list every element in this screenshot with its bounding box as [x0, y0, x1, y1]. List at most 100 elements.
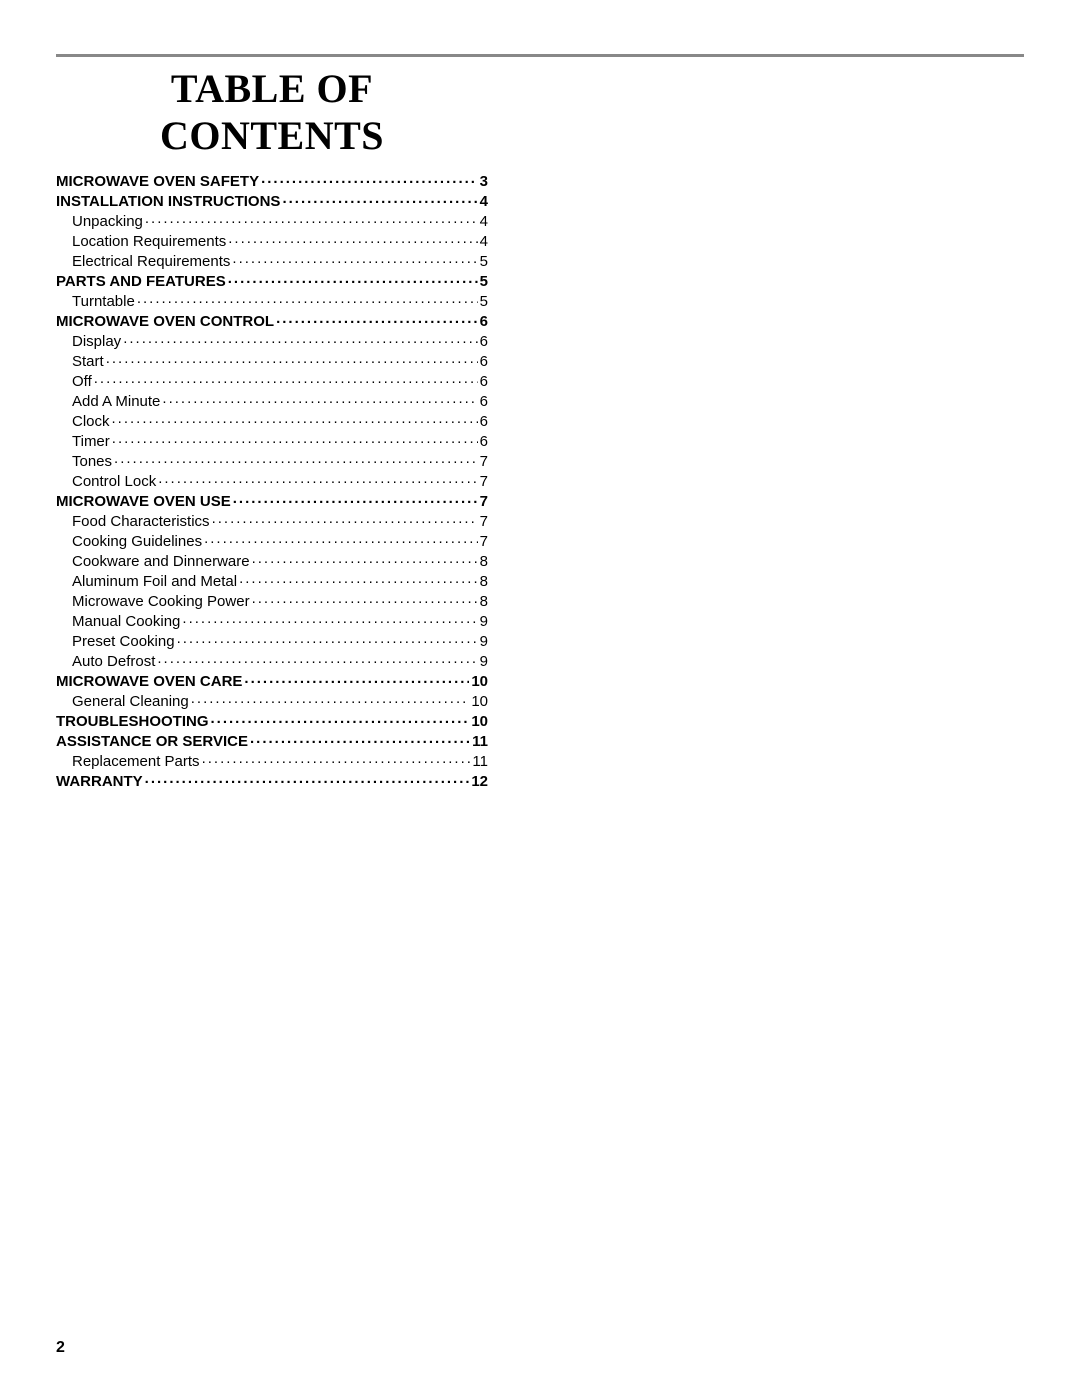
toc-entry-page: 4 [480, 194, 488, 209]
toc-leader [191, 691, 470, 706]
toc-leader [282, 191, 477, 206]
toc-leader [123, 331, 477, 346]
toc-entry-label: Replacement Parts [56, 754, 200, 769]
toc-entry: ASSISTANCE OR SERVICE11 [56, 731, 488, 749]
toc-entry-page: 5 [480, 254, 488, 269]
toc-leader [232, 251, 477, 266]
toc-leader [204, 531, 478, 546]
toc-entry: TROUBLESHOOTING 10 [56, 711, 488, 729]
toc-entry: MICROWAVE OVEN USE 7 [56, 491, 488, 509]
toc-leader [244, 671, 469, 686]
toc-entry-label: Clock [56, 414, 110, 429]
toc-leader [157, 651, 477, 666]
toc-leader [106, 351, 478, 366]
toc-entry-label: Cooking Guidelines [56, 534, 202, 549]
toc-leader [145, 211, 478, 226]
toc-leader [233, 491, 478, 506]
toc-entry-label: Location Requirements [56, 234, 226, 249]
toc-entry-page: 7 [480, 494, 488, 509]
toc-entry: Off 6 [56, 371, 488, 389]
toc-entry: MICROWAVE OVEN CONTROL6 [56, 311, 488, 329]
table-of-contents: MICROWAVE OVEN SAFETY 3 INSTALLATION INSTR… [56, 171, 488, 789]
toc-entry-page: 7 [480, 474, 488, 489]
toc-entry-label: Preset Cooking [56, 634, 175, 649]
toc-entry-page: 6 [480, 334, 488, 349]
toc-entry-label: TROUBLESHOOTING [56, 714, 209, 729]
toc-entry-label: Add A Minute [56, 394, 160, 409]
toc-entry-label: Cookware and Dinnerware [56, 554, 250, 569]
toc-entry: WARRANTY12 [56, 771, 488, 789]
toc-entry-label: Tones [56, 454, 112, 469]
toc-entry-page: 6 [480, 394, 488, 409]
toc-entry-page: 6 [480, 374, 488, 389]
toc-entry: Add A Minute 6 [56, 391, 488, 409]
toc-entry-page: 6 [480, 414, 488, 429]
toc-entry-page: 7 [480, 534, 488, 549]
toc-leader [182, 611, 477, 626]
toc-entry-label: Manual Cooking [56, 614, 180, 629]
toc-entry-label: Timer [56, 434, 110, 449]
toc-entry: INSTALLATION INSTRUCTIONS4 [56, 191, 488, 209]
toc-entry-page: 7 [480, 514, 488, 529]
toc-leader [252, 591, 478, 606]
toc-entry-page: 3 [480, 174, 488, 189]
toc-entry-page: 6 [480, 314, 488, 329]
toc-entry-page: 8 [480, 594, 488, 609]
toc-leader [228, 231, 477, 246]
toc-entry-label: Display [56, 334, 121, 349]
toc-entry-label: Aluminum Foil and Metal [56, 574, 237, 589]
toc-entry-page: 6 [480, 354, 488, 369]
toc-entry: MICROWAVE OVEN SAFETY 3 [56, 171, 488, 189]
toc-entry-label: Turntable [56, 294, 135, 309]
toc-entry: Display 6 [56, 331, 488, 349]
toc-entry-page: 10 [471, 714, 488, 729]
toc-entry-label: Auto Defrost [56, 654, 155, 669]
toc-leader [212, 511, 478, 526]
toc-leader [162, 391, 477, 406]
toc-entry-page: 10 [471, 694, 488, 709]
top-rule [56, 54, 1024, 57]
toc-entry: Manual Cooking9 [56, 611, 488, 629]
toc-entry: Auto Defrost9 [56, 651, 488, 669]
toc-entry-page: 6 [480, 434, 488, 449]
toc-entry-label: Unpacking [56, 214, 143, 229]
toc-entry-page: 5 [480, 274, 488, 289]
page-title: TABLE OF CONTENTS [56, 65, 488, 159]
toc-entry: Tones 7 [56, 451, 488, 469]
toc-entry: Control Lock7 [56, 471, 488, 489]
toc-entry-page: 11 [472, 754, 488, 769]
toc-entry-page: 7 [480, 454, 488, 469]
toc-entry-label: Electrical Requirements [56, 254, 230, 269]
toc-entry-label: Microwave Cooking Power [56, 594, 250, 609]
toc-leader [228, 271, 478, 286]
toc-entry: Cookware and Dinnerware 8 [56, 551, 488, 569]
toc-leader [137, 291, 478, 306]
toc-leader [202, 751, 471, 766]
toc-entry-label: MICROWAVE OVEN CARE [56, 674, 242, 689]
toc-entry-page: 9 [480, 634, 488, 649]
toc-entry: Clock 6 [56, 411, 488, 429]
toc-entry-label: MICROWAVE OVEN SAFETY [56, 174, 259, 189]
toc-entry-label: Off [56, 374, 92, 389]
toc-entry: Replacement Parts 11 [56, 751, 488, 769]
toc-entry-page: 8 [480, 554, 488, 569]
toc-entry-label: WARRANTY [56, 774, 143, 789]
toc-entry: General Cleaning 10 [56, 691, 488, 709]
toc-entry-label: MICROWAVE OVEN USE [56, 494, 231, 509]
toc-leader [114, 451, 478, 466]
toc-entry: Cooking Guidelines 7 [56, 531, 488, 549]
toc-entry: Unpacking4 [56, 211, 488, 229]
toc-leader [177, 631, 478, 646]
toc-entry-page: 10 [471, 674, 488, 689]
toc-entry-label: Start [56, 354, 104, 369]
toc-entry-page: 4 [480, 234, 488, 249]
toc-leader [276, 311, 478, 326]
toc-entry-label: General Cleaning [56, 694, 189, 709]
toc-entry: Start 6 [56, 351, 488, 369]
toc-entry: Food Characteristics7 [56, 511, 488, 529]
toc-leader [94, 371, 478, 386]
toc-leader [239, 571, 478, 586]
toc-entry: Electrical Requirements 5 [56, 251, 488, 269]
toc-leader [158, 471, 477, 486]
toc-leader [145, 771, 470, 786]
